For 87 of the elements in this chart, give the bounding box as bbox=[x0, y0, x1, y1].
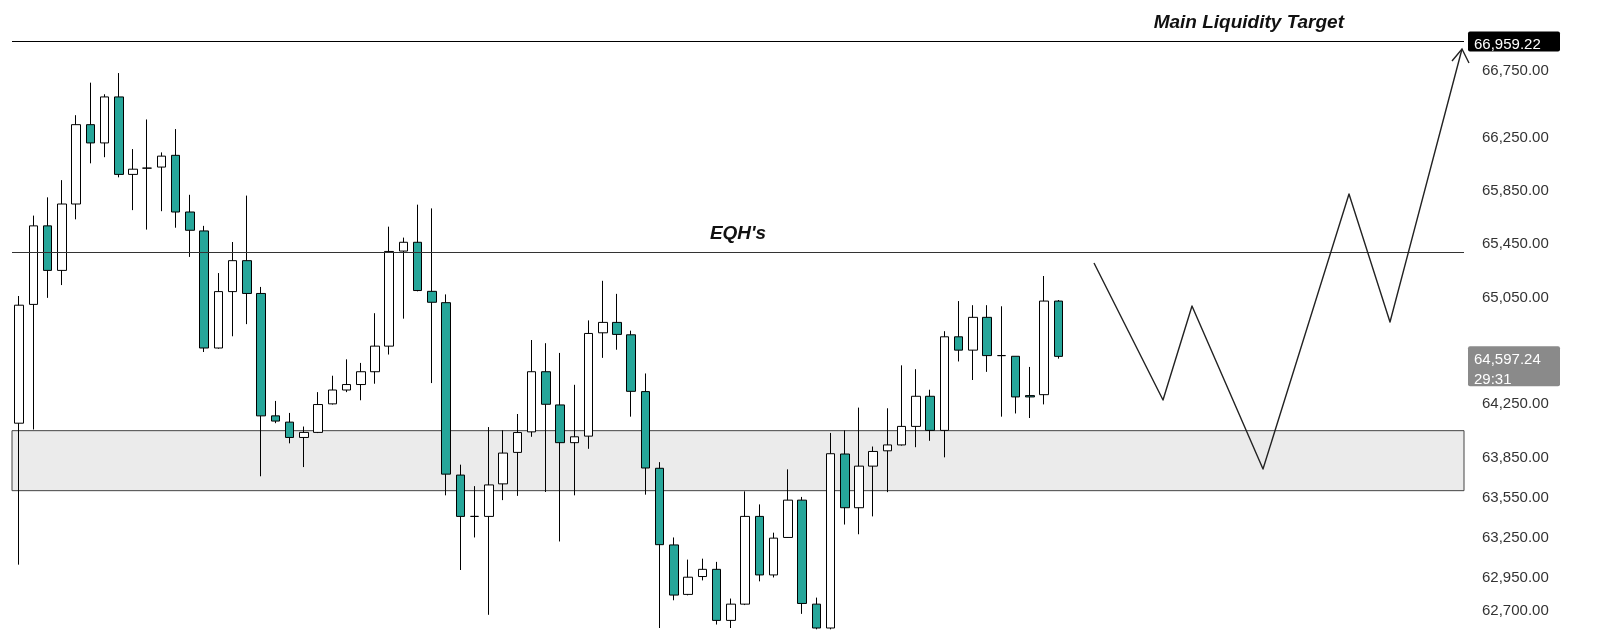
candlestick bbox=[228, 241, 237, 337]
candlestick bbox=[641, 372, 650, 496]
candlestick bbox=[427, 207, 437, 384]
candlestick bbox=[356, 362, 366, 401]
y-tick-label: 65,850.00 bbox=[1482, 180, 1549, 198]
candlestick bbox=[370, 312, 380, 385]
candlestick bbox=[797, 496, 807, 615]
candlestick bbox=[1025, 366, 1035, 419]
candlestick bbox=[598, 280, 608, 359]
candlestick bbox=[897, 364, 906, 447]
ref-line-label: EQH's bbox=[709, 222, 767, 243]
candlestick bbox=[43, 196, 52, 299]
ref-line-label: Main Liquidity Target bbox=[1153, 11, 1345, 33]
candlestick bbox=[812, 597, 821, 630]
candlestick bbox=[669, 536, 679, 601]
candlestick bbox=[128, 148, 138, 211]
y-tick-label: 64,250.00 bbox=[1482, 394, 1549, 412]
candlestick bbox=[626, 330, 636, 418]
y-tick-label: 66,250.00 bbox=[1482, 127, 1549, 145]
candlestick bbox=[925, 389, 935, 442]
candlestick bbox=[29, 215, 38, 430]
candlestick bbox=[14, 295, 24, 566]
candlestick bbox=[498, 429, 508, 501]
candlestick bbox=[242, 195, 252, 325]
candlestick bbox=[612, 293, 622, 351]
candlestick bbox=[868, 446, 878, 517]
candlestick bbox=[114, 72, 124, 178]
candlestick bbox=[456, 464, 465, 571]
candlestick bbox=[911, 368, 921, 448]
candlestick bbox=[299, 426, 309, 468]
candlestick bbox=[584, 319, 593, 450]
candlestick bbox=[940, 330, 949, 458]
candlestick bbox=[441, 293, 451, 496]
y-tick-label: 66,750.00 bbox=[1482, 60, 1549, 78]
candlestick bbox=[328, 375, 337, 406]
y-tick-label: 62,950.00 bbox=[1482, 567, 1549, 585]
candlestick bbox=[954, 300, 963, 362]
text: 64,597.24 29:31 bbox=[1474, 349, 1541, 387]
candlestick bbox=[256, 286, 266, 477]
y-tick-label: 63,550.00 bbox=[1482, 487, 1549, 505]
candlestick bbox=[712, 561, 721, 626]
candlestick bbox=[883, 407, 892, 493]
y-tick-label: 63,250.00 bbox=[1482, 527, 1549, 545]
candlestick bbox=[854, 407, 864, 535]
candlestick bbox=[171, 128, 180, 229]
candlestick bbox=[285, 412, 294, 444]
y-tick-label: 65,050.00 bbox=[1482, 287, 1549, 305]
candlestick bbox=[527, 339, 536, 438]
candlestick bbox=[683, 559, 693, 596]
candlestick bbox=[484, 426, 494, 616]
candlestick bbox=[185, 194, 195, 258]
candlestick bbox=[968, 304, 978, 381]
candlestick bbox=[840, 429, 850, 526]
candlestick bbox=[86, 82, 95, 164]
candlestick bbox=[982, 304, 992, 373]
candlestick bbox=[698, 558, 707, 581]
candlestick bbox=[1039, 275, 1049, 405]
candlestick bbox=[271, 400, 280, 424]
candlestick bbox=[1054, 299, 1063, 360]
candlestick bbox=[555, 352, 565, 542]
candlestick bbox=[399, 237, 408, 320]
candlestick bbox=[199, 225, 209, 353]
candlestick bbox=[755, 503, 764, 582]
candlestick bbox=[783, 468, 793, 539]
candlestick bbox=[655, 461, 664, 629]
candlestick bbox=[342, 358, 351, 393]
candlestick bbox=[541, 342, 551, 493]
candlestick bbox=[142, 118, 152, 231]
candlestick bbox=[214, 272, 223, 350]
candlestick bbox=[313, 391, 323, 434]
y-tick-label: 62,700.00 bbox=[1482, 600, 1549, 618]
candlestick bbox=[570, 384, 579, 496]
candlestick bbox=[513, 413, 522, 497]
candlestick bbox=[413, 204, 422, 292]
candlestick bbox=[71, 114, 81, 220]
candlestick bbox=[157, 151, 166, 212]
y-tick-label: 63,850.00 bbox=[1482, 447, 1549, 465]
candlestick bbox=[384, 226, 394, 356]
candlestick bbox=[100, 93, 109, 158]
candlestick bbox=[769, 532, 778, 578]
text: 66,959.22 bbox=[1474, 34, 1541, 52]
candlestick bbox=[57, 179, 67, 286]
candlestick bbox=[997, 305, 1006, 418]
candlestick bbox=[470, 485, 479, 538]
candlestick bbox=[1011, 355, 1020, 414]
candlestick bbox=[740, 490, 750, 606]
y-tick-label: 65,450.00 bbox=[1482, 234, 1549, 252]
